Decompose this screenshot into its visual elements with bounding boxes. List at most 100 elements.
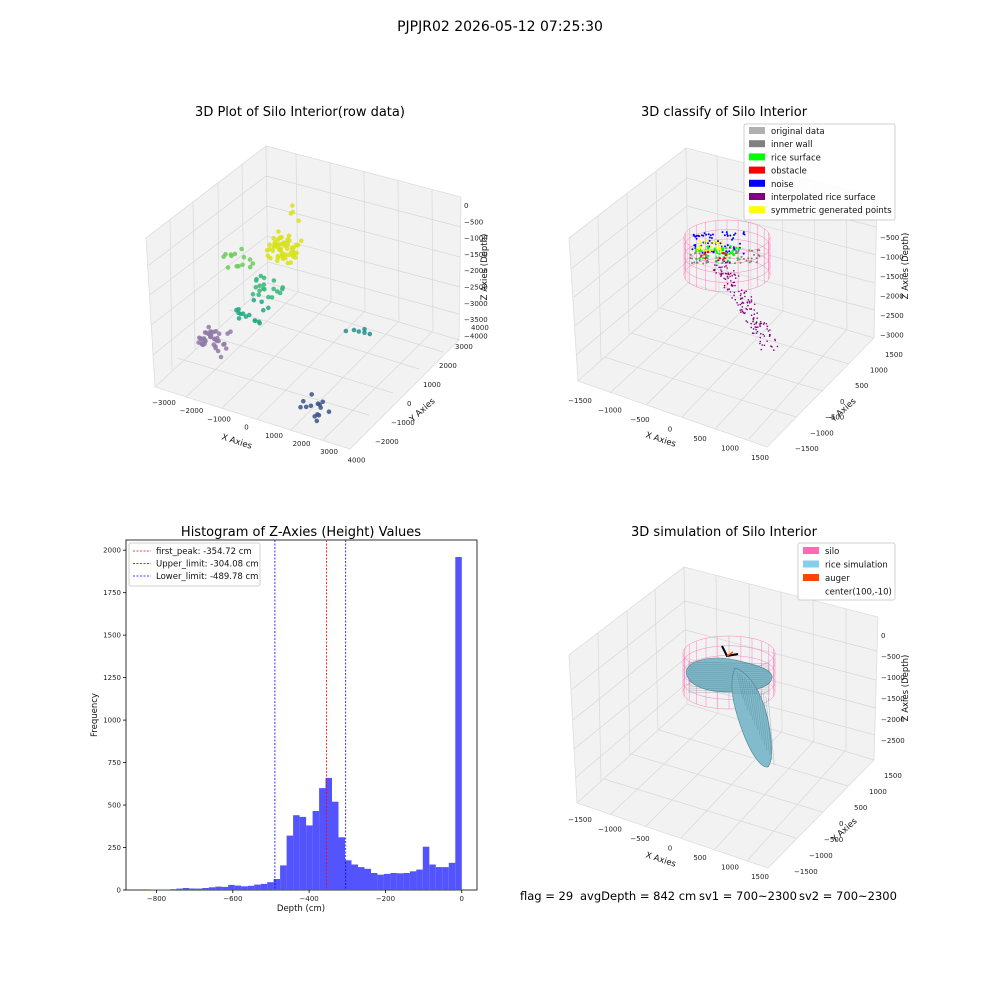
histogram-bar: [299, 816, 307, 890]
sim-rice-mesh-line: [768, 697, 775, 766]
classify-rice-point: [715, 249, 718, 252]
classify-interp-point: [760, 348, 763, 351]
raw-point: [264, 248, 270, 253]
classify-wall-point: [693, 261, 696, 264]
classify-interp-point: [729, 275, 731, 278]
classify-interp-point: [746, 302, 749, 304]
classify-legend-label: inner wall: [771, 140, 812, 150]
classify-symmetric-point: [721, 240, 723, 243]
classify-interp-point: [767, 330, 770, 332]
classify-interp-point: [726, 267, 728, 269]
classify-noise-point: [712, 251, 715, 254]
classify-interp-point: [756, 330, 759, 333]
classify-interp-point: [766, 325, 769, 328]
histogram-bar: [332, 801, 339, 890]
classify-obstacle-point: [723, 257, 726, 260]
raw-point: [290, 209, 296, 215]
histogram-y-tick-label: 1500: [103, 632, 121, 640]
classify-x-tick: −1000: [598, 407, 622, 415]
sim-x-tick: 1000: [721, 864, 739, 872]
classify-interp-point: [723, 266, 726, 268]
histogram-bar: [202, 888, 209, 890]
classify-wall-point: [738, 258, 741, 261]
classify-symmetric-point: [703, 241, 706, 244]
histogram-bar: [228, 884, 235, 890]
classify-interp-point: [714, 264, 716, 266]
histogram-x-tick-label: 0: [460, 895, 464, 903]
classify-wall-point: [756, 249, 759, 252]
histogram-bar: [273, 879, 281, 890]
classify-rice-point: [700, 249, 703, 252]
histogram-bar: [364, 868, 371, 890]
raw-point: [298, 404, 303, 410]
classify-noise-point: [717, 240, 719, 243]
histogram-y-tick-label: 0: [117, 887, 121, 895]
raw-point: [285, 260, 291, 266]
raw-point: [301, 398, 306, 404]
raw-y-tick: 1000: [423, 381, 441, 389]
classify-z-tick: −1500: [880, 273, 904, 281]
raw-point: [314, 418, 320, 424]
classify-interp-point: [759, 322, 761, 325]
histogram-bar: [312, 811, 320, 890]
raw-z-tick-labels: 0 −500 −1000 −1500 −2000 −2500 −3000 −3500 −4000: [464, 202, 488, 340]
classify-interp-point: [720, 275, 722, 277]
classify-interp-point: [759, 340, 762, 343]
classify-interp-point: [766, 328, 768, 330]
classify-noise-point: [729, 234, 732, 237]
classify-interp-point: [766, 340, 768, 343]
sim-y-tick: 500: [854, 804, 867, 812]
raw-point: [292, 250, 297, 255]
classify-interp-point: [745, 307, 747, 310]
raw-x-tick: 2000: [293, 440, 311, 448]
classify-interp-point: [733, 281, 736, 284]
histogram-title: Histogram of Z-Axies (Height) Values: [181, 525, 421, 540]
classify-symmetric-point: [700, 246, 702, 249]
classify-interp-point: [753, 332, 755, 335]
classify-interp-point: [719, 273, 721, 275]
classify-noise-point: [726, 233, 729, 236]
classify-z-tick: −500: [880, 234, 899, 242]
histogram-legend-label: first_peak: -354.72 cm: [156, 547, 252, 557]
histogram-bar: [319, 788, 326, 890]
histogram-bar: [150, 889, 157, 890]
classify-y-tick: −500: [825, 414, 844, 422]
raw-point: [309, 392, 315, 397]
histogram-bar: [293, 815, 300, 890]
histogram-bar: [429, 864, 436, 890]
classify-interp-point: [724, 272, 727, 275]
raw-point: [274, 242, 280, 248]
raw-y-axis-label: Y Axies: [407, 396, 438, 425]
sim-rice-mesh-line: [687, 669, 771, 673]
classify-interp-point: [727, 289, 729, 291]
classify-interp-point: [733, 273, 735, 276]
classify-interp-point: [723, 284, 726, 287]
sim-legend-label: silo: [825, 547, 839, 557]
classify-interp-point: [720, 270, 723, 273]
classify-interp-point: [715, 272, 717, 274]
classify-interp-point: [721, 266, 723, 268]
classify-interp-point: [765, 323, 768, 325]
raw-z-tick: −3000: [464, 300, 488, 308]
histogram-bar: [442, 867, 449, 890]
classify-symmetric-point: [697, 244, 700, 247]
histogram-x-tick-label: −200: [376, 895, 395, 903]
classify-interp-point: [734, 284, 736, 287]
classify-interp-point: [752, 318, 755, 321]
classify-wall-point: [748, 249, 751, 252]
classify-symmetric-point: [698, 247, 701, 250]
classify-interp-point: [755, 332, 758, 334]
footer-sv2: sv2 = 700~2300: [799, 889, 897, 903]
histogram-bar: [241, 886, 248, 890]
raw-point: [277, 290, 283, 296]
classify-y-tick: 1000: [870, 367, 888, 375]
classify-interp-point: [760, 333, 762, 335]
sim-y-tick: 1500: [884, 772, 902, 780]
raw-point: [285, 246, 290, 252]
raw-point: [261, 275, 267, 281]
sim-rice-mesh-line: [760, 691, 768, 751]
raw-point: [277, 235, 283, 241]
classify-noise-point: [707, 242, 709, 245]
